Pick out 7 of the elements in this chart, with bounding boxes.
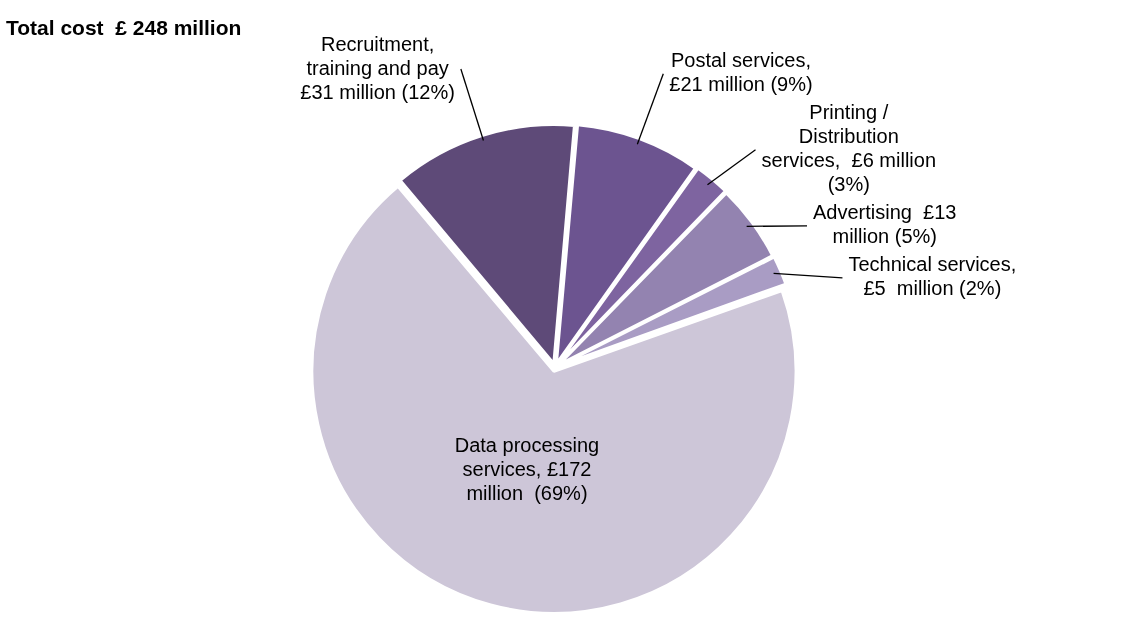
slice-label: Postal services, £21 million (9%): [669, 49, 813, 96]
slice-label: Printing / Distribution services, £6 million (3%): [761, 101, 937, 196]
slice-label: Technical services, £5 million (2%): [848, 253, 1017, 300]
slice-label: Data processing services, £172 million (69%): [454, 434, 600, 505]
slice-label: Advertising £13 million (5%): [813, 201, 957, 248]
slice-label: Recruitment, training and pay £31 million (12%): [300, 32, 455, 103]
text: Total cost £ 248 million: [6, 16, 242, 40]
